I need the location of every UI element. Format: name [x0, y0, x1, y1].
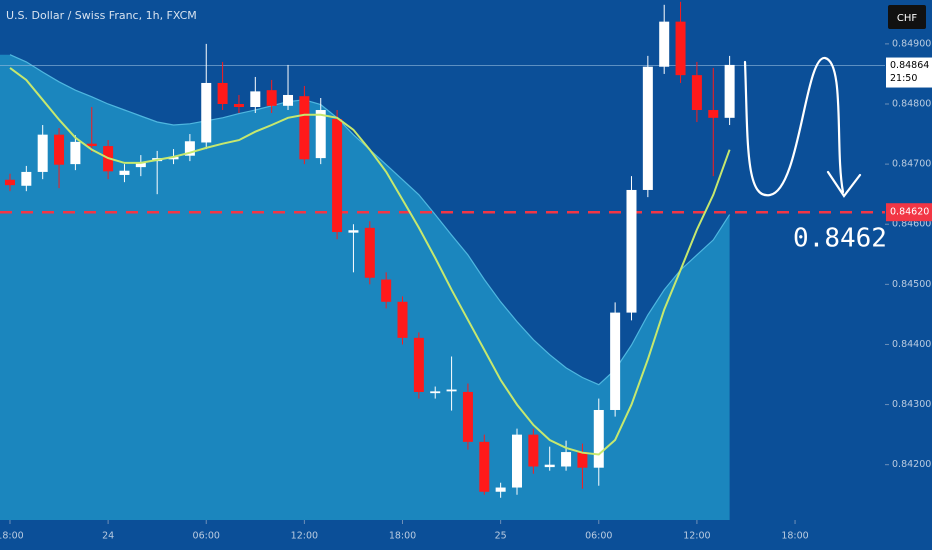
candle-body — [511, 434, 522, 488]
x-tick-label: 12:00 — [291, 531, 318, 542]
candle-body — [86, 143, 97, 147]
y-tick-label: 0.84600 — [892, 219, 931, 230]
band-area — [0, 54, 730, 520]
y-tick-label: 0.84700 — [892, 159, 931, 170]
candle-body — [495, 487, 506, 492]
candle-body — [724, 64, 735, 118]
candle-body — [708, 110, 719, 118]
candle-body — [691, 75, 702, 111]
candle-body — [54, 134, 65, 165]
x-tick-label: 06:00 — [585, 531, 612, 542]
candle-body — [659, 21, 670, 67]
candle-body — [413, 337, 424, 392]
candle-body — [364, 227, 375, 278]
candle-body — [446, 389, 457, 392]
countdown-label: 21:50 — [890, 73, 917, 84]
candle-body — [283, 94, 294, 106]
candle-body — [479, 441, 490, 492]
y-tick-label: 0.84800 — [892, 99, 931, 110]
candle-body — [266, 90, 277, 106]
currency-label[interactable]: CHF — [897, 13, 918, 24]
candle-body — [299, 96, 310, 160]
level-annotation: 0.8462 — [793, 224, 887, 254]
y-tick-label: 0.84500 — [892, 279, 931, 290]
candle-body — [217, 82, 228, 104]
x-tick-label: 12:00 — [683, 531, 710, 542]
candle-body — [381, 279, 392, 302]
candle-body — [168, 156, 179, 160]
x-tick-label: 06:00 — [193, 531, 220, 542]
candle-body — [201, 82, 212, 143]
candle-body — [430, 391, 441, 394]
chart-title: U.S. Dollar / Swiss Franc, 1h, FXCM — [6, 9, 197, 22]
y-tick-label: 0.84900 — [892, 38, 931, 49]
level-price-box — [886, 203, 932, 222]
candle-body — [642, 66, 653, 190]
candle-body — [250, 91, 261, 108]
y-tick-label: 0.84400 — [892, 339, 931, 350]
candle-body — [593, 409, 604, 468]
x-tick-label: 18:00 — [0, 531, 24, 542]
candle-body — [37, 134, 48, 172]
last-price-label: 0.84864 — [890, 60, 929, 71]
x-tick-label: 18:00 — [389, 531, 416, 542]
arrow-drawing — [743, 56, 862, 198]
candle-body — [610, 312, 621, 410]
candle-body — [332, 119, 343, 233]
candle-body — [233, 104, 244, 108]
candle-body — [70, 141, 81, 165]
candle-body — [135, 162, 146, 168]
currency-button[interactable] — [888, 5, 926, 29]
candle-body — [561, 452, 572, 467]
candle-body — [21, 171, 32, 186]
candle-body — [462, 391, 473, 442]
last-price-box — [886, 57, 932, 88]
ma-line — [9, 67, 731, 456]
candle-body — [348, 230, 359, 233]
candle-body — [315, 110, 326, 159]
candle-body — [119, 170, 130, 175]
candle-body — [397, 301, 408, 338]
x-tick-label: 25 — [495, 531, 507, 542]
candle-body — [528, 434, 539, 467]
candle-body — [626, 189, 637, 313]
x-tick-label: 18:00 — [781, 531, 808, 542]
y-tick-label: 0.84300 — [892, 399, 931, 410]
candle-body — [675, 21, 686, 76]
candle-body — [577, 452, 588, 468]
level-price-label: 0.84620 — [890, 207, 929, 218]
candle-body — [4, 179, 15, 186]
y-tick-label: 0.84200 — [892, 459, 931, 470]
candle-body — [184, 141, 195, 156]
x-tick-label: 24 — [102, 531, 114, 542]
plot-area — [0, 1, 885, 520]
candle-body — [544, 464, 555, 468]
